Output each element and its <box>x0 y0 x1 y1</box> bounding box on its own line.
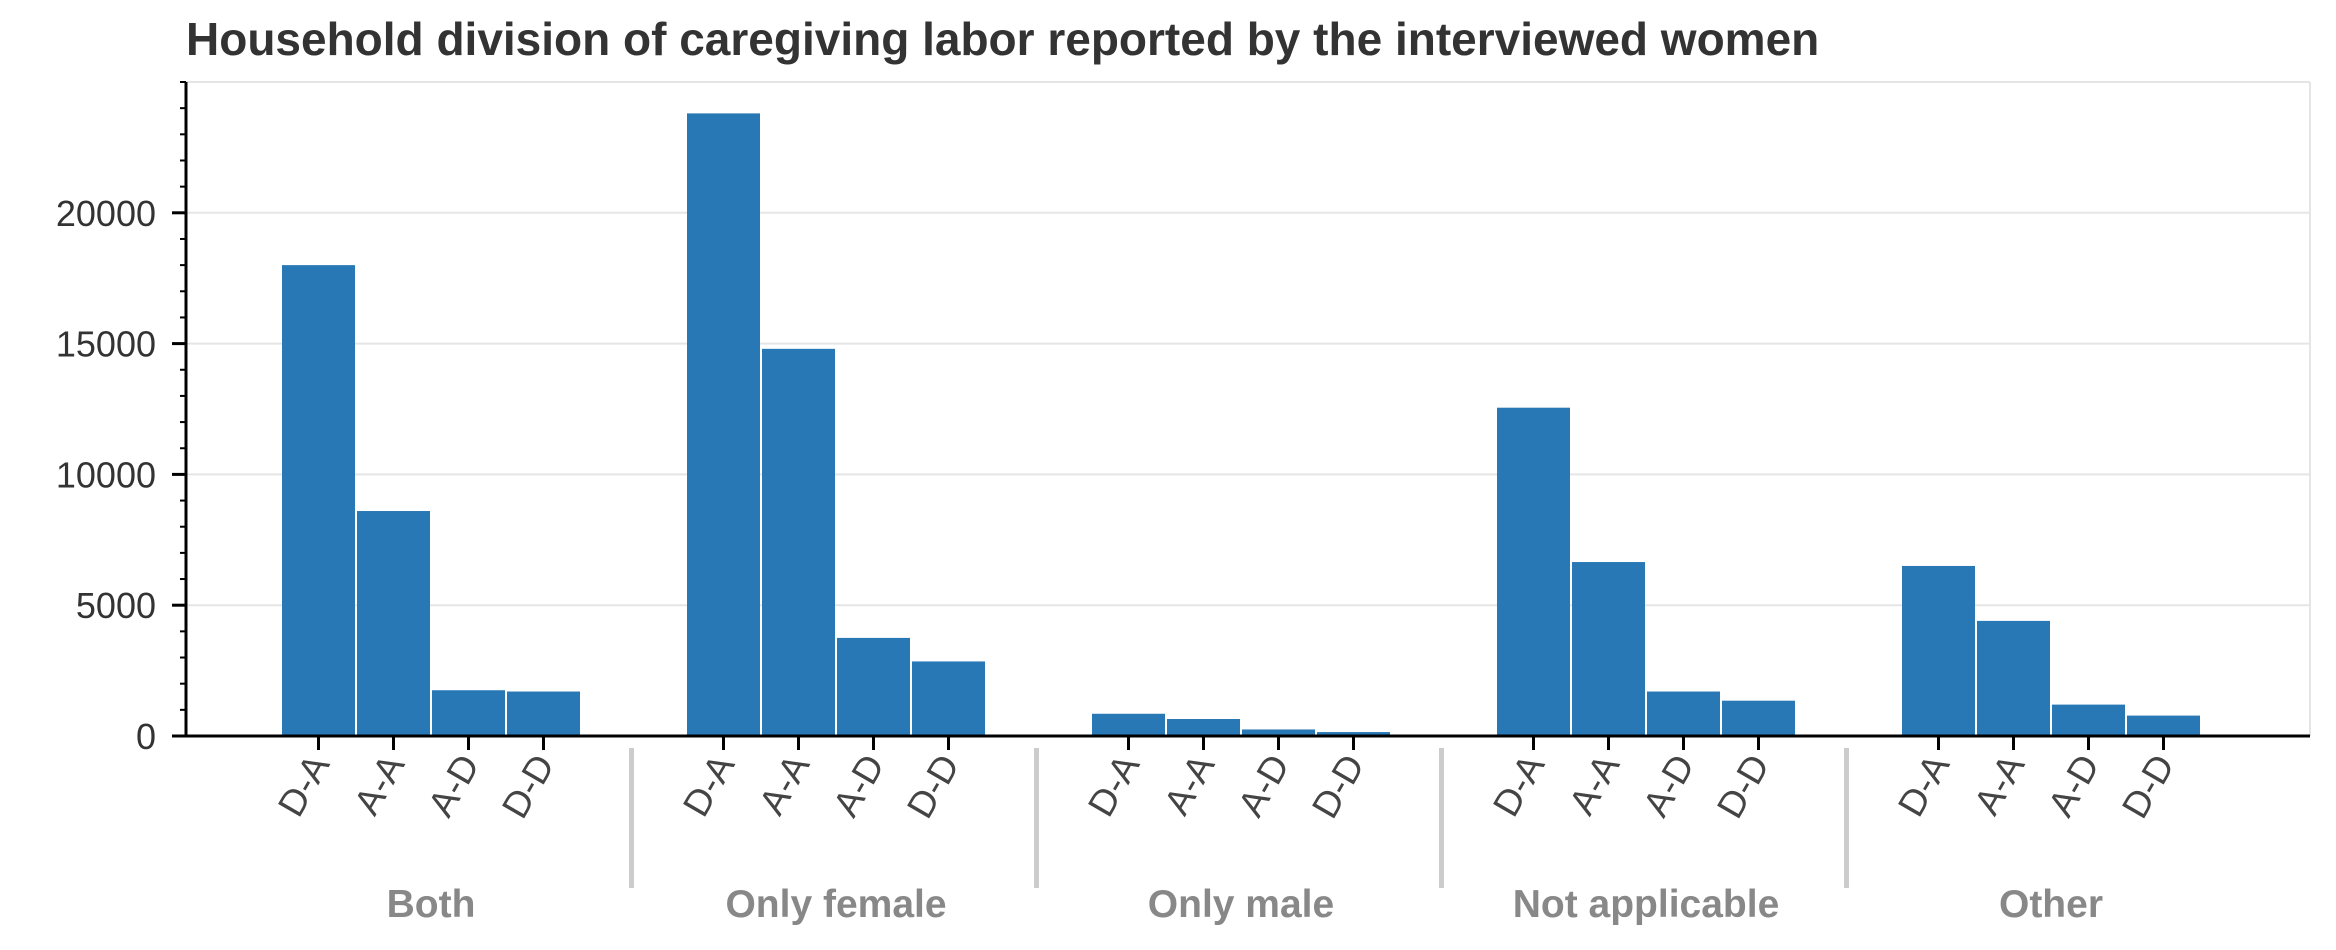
bar <box>1167 718 1240 736</box>
x-tick-label: D-D <box>2114 748 2182 825</box>
x-tick-label: A-D <box>2040 748 2107 824</box>
bar <box>1317 732 1390 736</box>
x-tick-label: D-A <box>675 747 743 823</box>
x-tick-label: D-D <box>1304 748 1372 825</box>
y-tick-label: 0 <box>136 716 156 757</box>
x-tick-label: A-A <box>1156 747 1223 821</box>
x-tick-label: A-A <box>1561 747 1628 821</box>
y-tick-label: 10000 <box>56 454 156 495</box>
group-label: Not applicable <box>1513 883 1780 926</box>
y-tick-label: 20000 <box>56 193 156 234</box>
y-tick-label: 5000 <box>76 585 156 626</box>
bar <box>432 690 505 736</box>
bar <box>912 661 985 736</box>
x-tick-label: A-A <box>1966 747 2033 821</box>
x-tick-label: D-A <box>1485 747 1553 823</box>
group-label: Only female <box>725 883 946 926</box>
x-tick-label: D-A <box>1080 747 1148 823</box>
axes <box>172 81 2310 888</box>
x-tick-label: D-A <box>1890 747 1958 823</box>
bar <box>282 265 355 736</box>
bar <box>687 113 760 737</box>
bar <box>837 637 910 736</box>
y-tick-label: 15000 <box>56 324 156 365</box>
group-label: Only male <box>1148 883 1334 926</box>
x-tick-label: A-D <box>1635 748 1702 824</box>
x-tick-label: D-D <box>1709 748 1777 825</box>
bar <box>2052 704 2125 736</box>
x-tick-label: D-A <box>270 747 338 823</box>
x-tick-label: D-D <box>494 748 562 825</box>
bar <box>1977 620 2050 736</box>
x-tick-label: A-D <box>420 748 487 824</box>
bar <box>1902 565 1975 736</box>
x-tick-label: A-D <box>1230 748 1297 824</box>
bar <box>1572 562 1645 736</box>
bar <box>357 511 430 736</box>
group-label: Both <box>387 883 476 926</box>
bar <box>1497 407 1570 736</box>
bar <box>762 348 835 736</box>
grid-lines <box>186 81 2311 736</box>
bar <box>1647 691 1720 736</box>
bar <box>1092 713 1165 736</box>
bar <box>2127 715 2200 736</box>
x-tick-label: A-D <box>825 748 892 824</box>
bar <box>1722 700 1795 736</box>
x-tick-label: D-D <box>899 748 967 825</box>
x-tick-label: A-A <box>346 747 413 821</box>
x-tick-label: A-A <box>751 747 818 821</box>
bar <box>1242 729 1315 736</box>
chart-title: Household division of caregiving labor r… <box>186 13 1819 65</box>
bar <box>507 691 580 736</box>
group-label: Other <box>1999 883 2103 926</box>
bars <box>282 113 2200 737</box>
